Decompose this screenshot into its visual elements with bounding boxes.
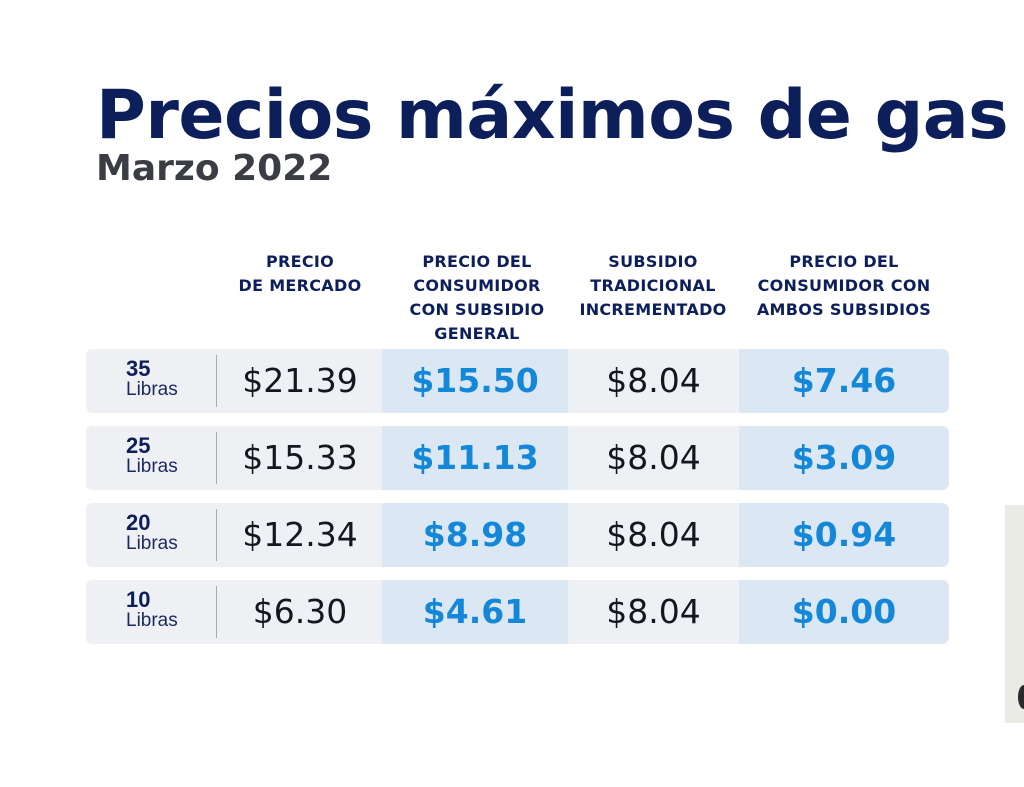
traditional-subsidy: $8.04 xyxy=(606,361,701,400)
market-price: $21.39 xyxy=(242,361,358,400)
market-price: $6.30 xyxy=(252,592,348,631)
traditional-subsidy: $8.04 xyxy=(606,515,701,554)
column-header-line: TRADICIONAL xyxy=(590,276,716,295)
table-row: 35 Libras $21.39 $15.50 $8.04 $7.46 xyxy=(86,349,949,413)
row-divider xyxy=(216,509,217,561)
general-subsidy-price: $15.50 xyxy=(411,361,539,400)
cylinder-size: 10 Libras xyxy=(126,587,178,632)
column-header-line: PRECIO DEL xyxy=(789,252,899,271)
column-header-line: INCREMENTADO xyxy=(579,300,727,319)
both-subsidies-price: $7.46 xyxy=(791,361,897,400)
column-header-line: PRECIO DEL xyxy=(422,252,532,271)
column-header-line: CON SUBSIDIO xyxy=(409,300,545,319)
both-subsidies-price: $0.00 xyxy=(791,592,897,631)
cylinder-size-number: 35 xyxy=(126,356,151,381)
row-divider xyxy=(216,586,217,638)
cylinder-size-unit: Libras xyxy=(126,379,178,400)
column-header-line: AMBOS SUBSIDIOS xyxy=(756,300,932,319)
cylinder-size-unit: Libras xyxy=(126,533,178,554)
highlight-cell-both xyxy=(739,349,949,413)
both-subsidies-price: $0.94 xyxy=(791,515,897,554)
overlay-avatar-fragment xyxy=(1018,685,1024,709)
cylinder-size: 25 Libras xyxy=(126,433,178,478)
cylinder-size-unit: Libras xyxy=(126,610,178,631)
traditional-subsidy: $8.04 xyxy=(606,438,701,477)
both-subsidies-price: $3.09 xyxy=(791,438,897,477)
row-divider xyxy=(216,355,217,407)
highlight-cell-general xyxy=(382,426,568,490)
cylinder-size-number: 20 xyxy=(126,510,151,535)
highlight-cell-general xyxy=(382,503,568,567)
highlight-cell-both xyxy=(739,503,949,567)
highlight-cell-general xyxy=(382,349,568,413)
side-video-overlay xyxy=(1005,505,1024,723)
cylinder-size-number: 10 xyxy=(126,587,151,612)
cylinder-size-number: 25 xyxy=(126,433,151,458)
column-header-line: DE MERCADO xyxy=(238,276,362,295)
column-header-traditional-subsidy: SUBSIDIO TRADICIONAL INCREMENTADO xyxy=(567,250,739,322)
highlight-cell-both xyxy=(739,426,949,490)
general-subsidy-price: $4.61 xyxy=(422,592,528,631)
column-header-market-price: PRECIO DE MERCADO xyxy=(218,250,382,298)
row-divider xyxy=(216,432,217,484)
table-row: 10 Libras $6.30 $4.61 $8.04 $0.00 xyxy=(86,580,949,644)
column-header-line: GENERAL xyxy=(434,324,520,343)
column-header-general-subsidy-price: PRECIO DEL CONSUMIDOR CON SUBSIDIO GENER… xyxy=(382,250,572,346)
column-header-line: CONSUMIDOR xyxy=(413,276,541,295)
market-price: $15.33 xyxy=(242,438,358,477)
cylinder-size: 35 Libras xyxy=(126,356,178,401)
page-subtitle: Marzo 2022 xyxy=(96,148,333,189)
highlight-cell-both xyxy=(739,580,949,644)
cylinder-size: 20 Libras xyxy=(126,510,178,555)
table-row: 25 Libras $15.33 $11.13 $8.04 $3.09 xyxy=(86,426,949,490)
general-subsidy-price: $11.13 xyxy=(411,438,539,477)
general-subsidy-price: $8.98 xyxy=(422,515,528,554)
market-price: $12.34 xyxy=(242,515,358,554)
column-header-both-subsidies-price: PRECIO DEL CONSUMIDOR CON AMBOS SUBSIDIO… xyxy=(739,250,949,322)
page-title: Precios máximos de gas xyxy=(96,76,1009,155)
cylinder-size-unit: Libras xyxy=(126,456,178,477)
column-header-line: PRECIO xyxy=(265,252,335,271)
table-row: 20 Libras $12.34 $8.98 $8.04 $0.94 xyxy=(86,503,949,567)
traditional-subsidy: $8.04 xyxy=(606,592,701,631)
column-header-line: CONSUMIDOR CON xyxy=(757,276,931,295)
column-header-line: SUBSIDIO xyxy=(608,252,698,271)
highlight-cell-general xyxy=(382,580,568,644)
